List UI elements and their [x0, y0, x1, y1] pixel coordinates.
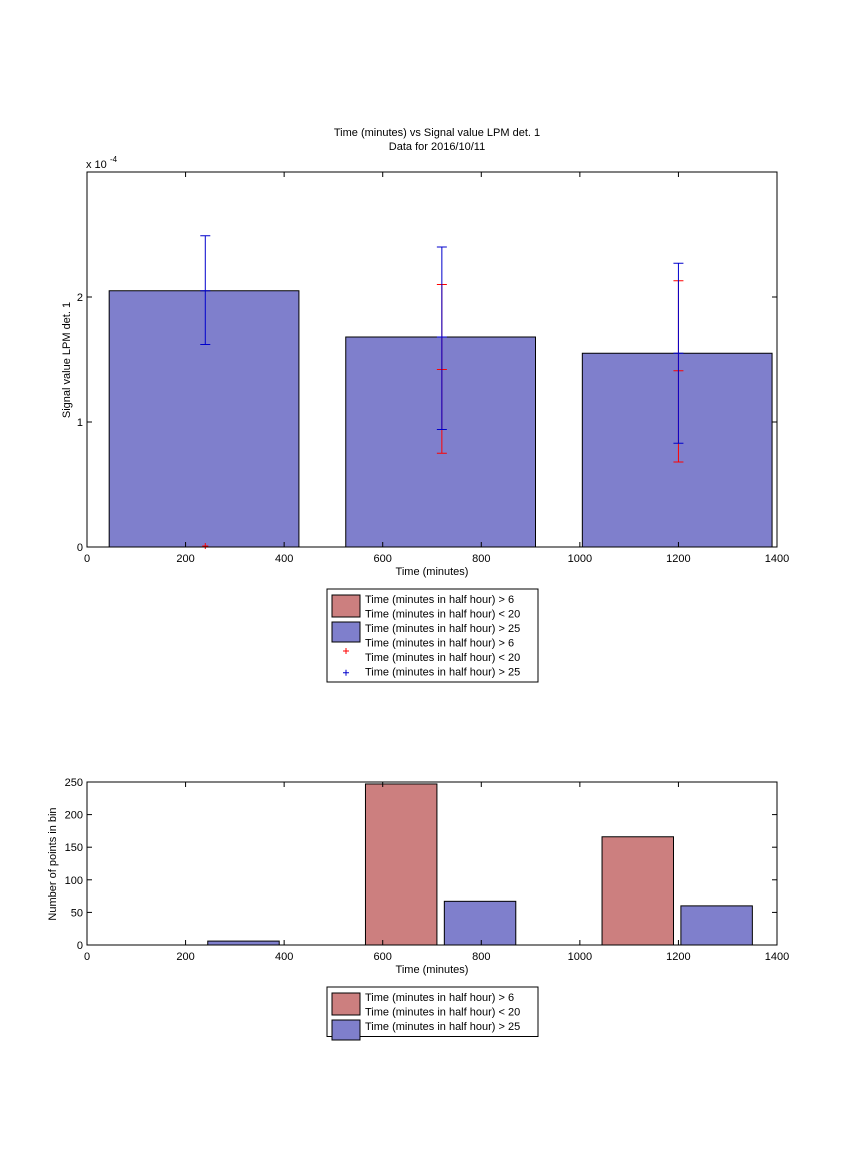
x-tick-label: 200 [176, 951, 194, 963]
legend-label: Time (minutes in half hour) > 6 [365, 638, 514, 650]
x-tick-label: 1400 [765, 951, 789, 963]
y-tick-label: 1 [77, 417, 83, 429]
legend-swatch [331, 992, 361, 1016]
legend-swatch [331, 621, 361, 643]
y-ticks: 0 1 2 [77, 292, 777, 554]
y-tick-label: 250 [65, 777, 83, 789]
y-ticks: 0 50 100 150 200 250 [65, 777, 777, 952]
y-tick-label: 100 [65, 875, 83, 887]
error-bar [673, 262, 684, 444]
plot-area [108, 235, 773, 549]
legend-swatch [331, 594, 361, 618]
legend-label: Time (minutes in half hour) < 20 [365, 1007, 520, 1019]
y-tick-label: 50 [71, 907, 83, 919]
y-tick-label: 0 [77, 940, 83, 952]
y-tick-label: 200 [65, 810, 83, 822]
legend-swatch [331, 1019, 361, 1041]
x-ticks: 0 200 400 600 800 1000 1200 1400 [84, 172, 789, 565]
x-ticks: 0 200 400 600 800 1000 1200 1400 [84, 782, 789, 963]
x-tick-label: 1400 [765, 553, 789, 565]
count-bar [601, 836, 674, 946]
legend-label: Time (minutes in half hour) > 25 [365, 667, 520, 679]
exponent-power: -4 [110, 155, 118, 164]
x-tick-label: 1000 [568, 553, 592, 565]
count-bar [364, 783, 438, 946]
x-tick-label: 400 [275, 553, 293, 565]
error-bar [200, 235, 211, 345]
plot-area [207, 783, 753, 946]
x-tick-label: 1000 [568, 951, 592, 963]
exponent-label: x 10 -4 [86, 155, 118, 171]
signal-bar [345, 336, 536, 548]
legend-box [326, 986, 539, 1037]
y-tick-label: 150 [65, 842, 83, 854]
axes-frame [86, 171, 778, 548]
legend: Time (minutes in half hour) > 6 Time (min… [326, 986, 539, 1041]
x-tick-label: 400 [275, 951, 293, 963]
count-bar [443, 900, 517, 946]
legend: Time (minutes in half hour) > 6 Time (min… [326, 588, 539, 683]
chart-subtitle: Data for 2016/10/11 [389, 141, 485, 153]
signal-bar [581, 352, 773, 548]
x-tick-label: 1200 [666, 951, 690, 963]
x-axis-label: Time (minutes) [396, 964, 469, 976]
count-chart: 0 200 400 600 800 1000 1200 1400 0 50 100 150 200 25… [47, 777, 789, 1041]
x-tick-label: 800 [472, 553, 490, 565]
x-tick-label: 800 [472, 951, 490, 963]
point-marker [202, 543, 209, 549]
legend-label: Time (minutes in half hour) > 25 [365, 623, 520, 635]
axes-frame [86, 781, 778, 946]
legend-label: Time (minutes in half hour) > 25 [365, 1021, 520, 1033]
x-axis-label: Time (minutes) [396, 566, 469, 578]
legend-label: Time (minutes in half hour) < 20 [365, 652, 520, 664]
y-tick-label: 2 [77, 292, 83, 304]
y-tick-label: 0 [77, 542, 83, 554]
signal-bar [108, 290, 300, 548]
legend-label: Time (minutes in half hour) < 20 [365, 609, 520, 621]
x-tick-label: 0 [84, 951, 90, 963]
error-bar [436, 246, 447, 430]
count-bar [680, 905, 753, 946]
legend-box [326, 588, 539, 683]
x-tick-label: 200 [176, 553, 194, 565]
legend-label: Time (minutes in half hour) > 6 [365, 992, 514, 1004]
y-axis-label: Number of points in bin [47, 807, 59, 920]
x-tick-label: 1200 [666, 553, 690, 565]
count-bar [207, 940, 280, 946]
legend-label: Time (minutes in half hour) > 6 [365, 594, 514, 606]
signal-chart: Time (minutes) vs Signal value LPM det. … [61, 127, 789, 683]
x-tick-label: 600 [374, 951, 392, 963]
chart-title: Time (minutes) vs Signal value LPM det. … [334, 127, 540, 139]
y-axis-label: Signal value LPM det. 1 [61, 302, 73, 418]
exponent-base: x 10 [86, 159, 107, 171]
x-tick-label: 0 [84, 553, 90, 565]
x-tick-label: 600 [374, 553, 392, 565]
